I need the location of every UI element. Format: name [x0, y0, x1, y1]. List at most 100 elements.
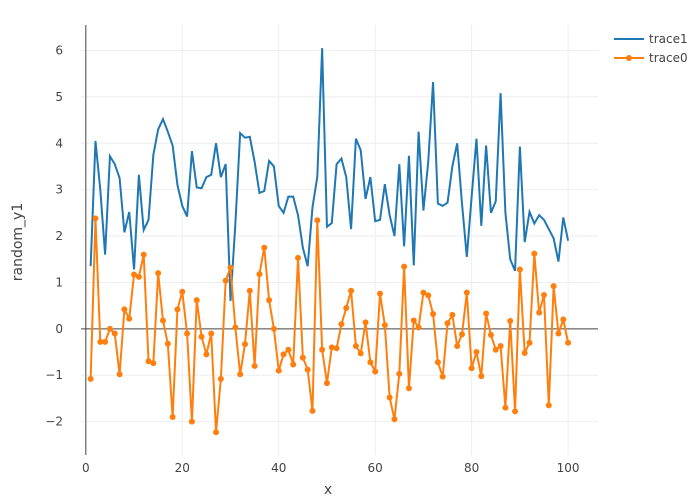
data-point-trace0	[285, 346, 292, 353]
data-point-trace0	[449, 311, 456, 318]
data-point-trace0	[483, 310, 490, 317]
data-point-trace0	[333, 345, 340, 352]
x-tick-label: 100	[557, 461, 580, 475]
data-point-trace0	[357, 350, 364, 357]
legend-marker-icon	[626, 55, 632, 61]
data-point-trace0	[386, 394, 393, 401]
data-point-trace0	[512, 408, 519, 415]
gridlines	[81, 25, 598, 455]
data-point-trace0	[381, 322, 388, 329]
data-point-trace0	[92, 215, 99, 222]
y-tick-label: 0	[55, 322, 63, 336]
data-point-trace0	[434, 359, 441, 366]
data-point-trace0	[208, 330, 215, 337]
data-point-trace0	[420, 289, 427, 296]
legend-item-trace0[interactable]: trace0	[614, 51, 688, 65]
x-tick-label: 40	[271, 461, 286, 475]
data-point-trace0	[251, 362, 258, 369]
data-point-trace0	[391, 416, 398, 423]
data-point-trace0	[401, 263, 408, 270]
x-tick-label: 20	[175, 461, 190, 475]
data-point-trace0	[425, 292, 432, 299]
data-point-trace0	[314, 217, 321, 224]
y-axis-title: random_y1	[10, 203, 26, 282]
data-point-trace0	[237, 371, 244, 378]
data-point-trace0	[415, 324, 422, 331]
y-tick-label: 6	[55, 44, 63, 58]
data-point-trace0	[164, 340, 171, 347]
data-point-trace0	[565, 339, 572, 346]
data-point-trace0	[213, 429, 220, 436]
data-point-trace0	[198, 333, 205, 340]
data-point-trace0	[116, 371, 123, 378]
legend-label: trace0	[649, 51, 688, 65]
data-point-trace0	[290, 361, 297, 368]
data-point-trace0	[126, 315, 133, 322]
data-point-trace0	[492, 346, 499, 353]
data-point-trace0	[145, 358, 152, 365]
data-point-trace0	[526, 339, 533, 346]
tick-labels: 0 20 40 60 80 100 −2 −1 0 1 2 3 4 5 6	[45, 44, 579, 475]
x-axis-title: x	[324, 482, 332, 498]
series-line-trace0	[89, 218, 570, 433]
data-point-trace0	[372, 368, 379, 375]
data-point-trace0	[159, 317, 166, 324]
data-point-trace0	[304, 366, 311, 373]
data-point-trace0	[131, 271, 138, 278]
data-point-trace0	[97, 338, 104, 345]
data-point-trace0	[410, 317, 417, 324]
data-point-trace0	[227, 264, 234, 271]
y-tick-label: 1	[55, 275, 63, 289]
data-point-trace0	[497, 342, 504, 349]
data-point-trace0	[270, 325, 277, 332]
x-tick-label: 60	[368, 461, 383, 475]
y-tick-label: 4	[55, 136, 63, 150]
data-point-trace0	[439, 373, 446, 380]
data-point-trace0	[343, 304, 350, 311]
data-point-trace0	[232, 324, 239, 331]
data-point-trace0	[256, 271, 263, 278]
data-point-trace0	[323, 380, 330, 387]
data-point-trace0	[348, 287, 355, 294]
legend-item-trace1[interactable]: trace1	[614, 32, 688, 46]
data-point-trace0	[531, 250, 538, 257]
data-point-trace0	[540, 291, 547, 298]
data-point-trace0	[246, 287, 253, 294]
data-point-trace0	[188, 418, 195, 425]
data-point-trace0	[478, 373, 485, 380]
data-point-trace0	[328, 344, 335, 351]
data-point-trace0	[275, 367, 282, 374]
data-point-trace0	[396, 370, 403, 377]
data-point-trace0	[261, 244, 268, 251]
data-point-trace0	[521, 349, 528, 356]
data-point-trace0	[102, 338, 109, 345]
x-tick-label: 0	[82, 461, 90, 475]
data-point-trace0	[155, 270, 162, 277]
legend[interactable]: trace1 trace0	[614, 32, 688, 65]
data-point-trace0	[309, 407, 316, 414]
legend-label: trace1	[649, 32, 688, 46]
data-point-trace0	[502, 404, 509, 411]
data-point-trace0	[338, 321, 345, 328]
traces	[87, 48, 572, 436]
x-tick-label: 80	[464, 461, 479, 475]
data-point-trace0	[430, 310, 437, 317]
data-point-trace0	[377, 290, 384, 297]
data-point-trace0	[555, 330, 562, 337]
data-point-trace0	[516, 266, 523, 273]
series-line-trace1	[89, 48, 570, 302]
data-point-trace0	[106, 325, 113, 332]
data-point-trace0	[111, 330, 118, 337]
data-point-trace0	[179, 288, 186, 295]
y-tick-label: 5	[55, 90, 63, 104]
data-point-trace0	[169, 413, 176, 420]
data-point-trace0	[507, 317, 514, 324]
data-point-trace0	[135, 273, 142, 280]
data-point-trace0	[140, 251, 147, 258]
data-point-trace0	[550, 283, 557, 290]
data-point-trace0	[193, 297, 200, 304]
data-point-trace0	[184, 330, 191, 337]
y-tick-label: −2	[45, 415, 63, 429]
y-tick-label: 2	[55, 229, 63, 243]
